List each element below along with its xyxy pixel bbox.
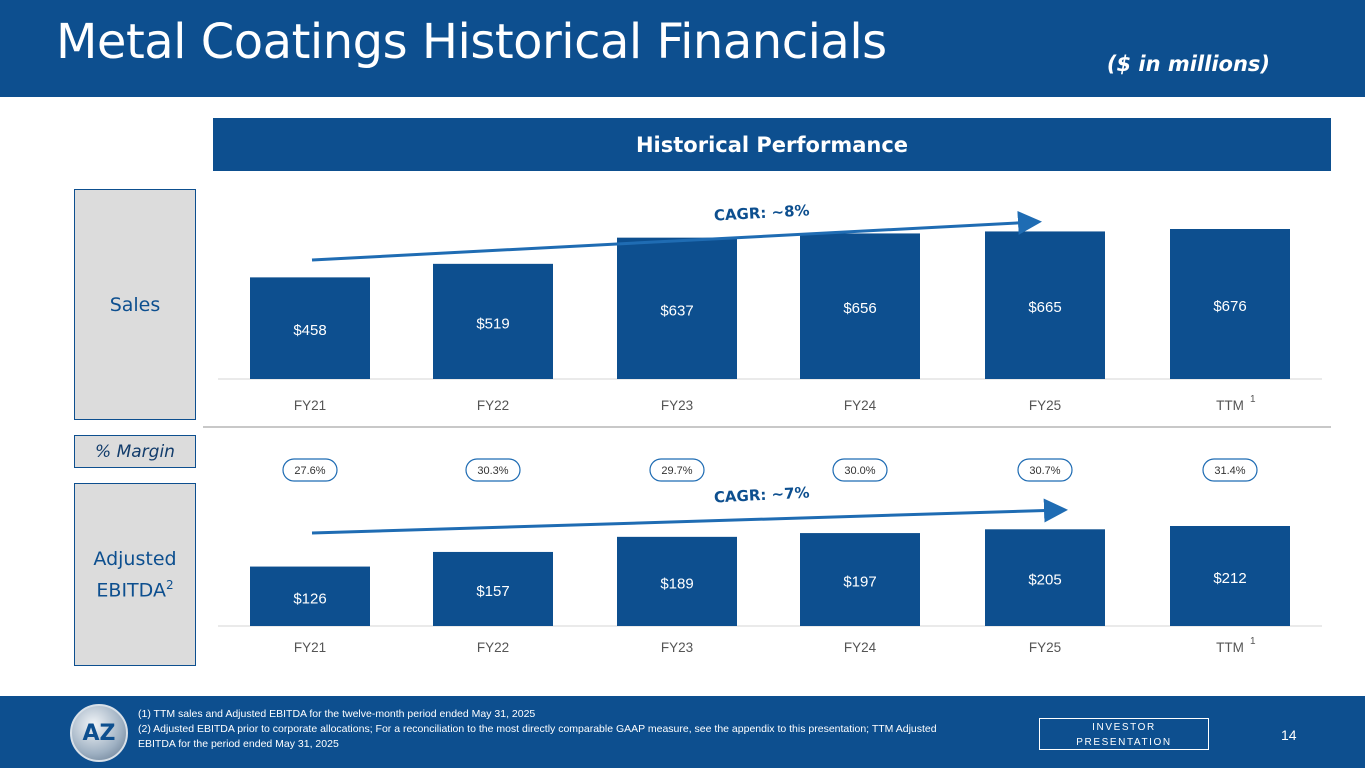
ebitda-bar-fy21 xyxy=(250,566,370,626)
ebitda-category-label-fy24: FY24 xyxy=(844,640,877,655)
ebitda-label-footnote: 2 xyxy=(165,577,174,592)
margin-pill-fy21 xyxy=(282,458,338,482)
ebitda-value-label-ttm: $212 xyxy=(1213,570,1246,587)
ebitda-value-label-fy23: $189 xyxy=(660,575,693,592)
badge-line-1: INVESTOR xyxy=(1092,722,1156,733)
ebitda-category-label-fy22: FY22 xyxy=(477,640,509,655)
sales-category-label-fy21: FY21 xyxy=(294,398,326,413)
ebitda-category-label-fy21: FY21 xyxy=(294,640,326,655)
margin-value-fy24: 30.0% xyxy=(844,465,875,477)
sales-category-label-fy22: FY22 xyxy=(477,398,509,413)
units-note: ($ in millions) xyxy=(1106,52,1270,76)
ebitda-bar-fy25 xyxy=(985,529,1105,626)
footnotes: (1) TTM sales and Adjusted EBITDA for th… xyxy=(138,707,958,752)
sales-category-label-fy24: FY24 xyxy=(844,398,877,413)
ebitda-bar-fy24 xyxy=(800,533,920,626)
sales-value-label-fy21: $458 xyxy=(293,322,326,339)
sales-trend-arrow xyxy=(311,210,1042,262)
ebitda-category-footnote-ttm: 1 xyxy=(1250,636,1256,647)
footer-bar xyxy=(0,696,1365,768)
margin-label-text: % Margin xyxy=(95,441,175,462)
ebitda-bar-ttm xyxy=(1170,526,1290,626)
ebitda-category-label-fy23: FY23 xyxy=(661,640,693,655)
margin-value-fy25: 30.7% xyxy=(1029,465,1060,477)
page-number: 14 xyxy=(1281,727,1297,743)
footnote-1: (1) TTM sales and Adjusted EBITDA for th… xyxy=(138,708,536,720)
margin-value-fy22: 30.3% xyxy=(477,465,508,477)
ebitda-category-label-fy25: FY25 xyxy=(1029,640,1061,655)
page-title: Metal Coatings Historical Financials xyxy=(56,14,887,70)
ebitda-cagr-label: CAGR: ~7% xyxy=(713,484,810,507)
ebitda-label-text: Adjusted EBITDA2 xyxy=(93,546,176,603)
ebitda-label-line2: EBITDA xyxy=(96,579,166,602)
sales-category-label-fy23: FY23 xyxy=(661,398,693,413)
company-logo: AZ xyxy=(70,704,128,762)
sales-label-text: Sales xyxy=(109,293,161,316)
ebitda-value-label-fy21: $126 xyxy=(293,590,326,607)
margin-pill-fy24 xyxy=(832,458,888,482)
sales-row-label: Sales xyxy=(74,189,196,420)
ebitda-category-label-ttm: TTM xyxy=(1216,640,1244,655)
sales-bar-fy25 xyxy=(985,231,1105,379)
sales-category-label-ttm: TTM xyxy=(1216,398,1244,413)
ebitda-value-label-fy22: $157 xyxy=(476,583,509,600)
section-title: Historical Performance xyxy=(635,132,909,157)
ebitda-label-line1: Adjusted xyxy=(93,547,177,570)
ebitda-trend-arrow xyxy=(311,498,1068,535)
margin-row-label: % Margin xyxy=(74,435,196,468)
margin-value-ttm: 31.4% xyxy=(1214,465,1245,477)
margin-pill-fy25 xyxy=(1017,458,1073,482)
header-bar xyxy=(0,0,1365,97)
sales-bar-fy24 xyxy=(800,233,920,379)
logo-text: AZ xyxy=(82,720,116,746)
section-banner: Historical Performance xyxy=(213,118,1331,171)
margin-value-fy21: 27.6% xyxy=(294,465,325,477)
sales-value-label-fy24: $656 xyxy=(843,300,876,317)
row-divider xyxy=(203,426,1331,428)
footnote-2: (2) Adjusted EBITDA prior to corporate a… xyxy=(138,723,937,750)
ebitda-value-label-fy24: $197 xyxy=(843,574,876,591)
sales-value-label-fy22: $519 xyxy=(476,315,509,332)
badge-line-2: PRESENTATION xyxy=(1076,737,1172,748)
margin-pill-fy22 xyxy=(465,458,521,482)
margin-pill-ttm xyxy=(1202,458,1258,482)
sales-bar-fy23 xyxy=(617,237,737,379)
investor-presentation-badge: INVESTOR PRESENTATION xyxy=(1039,718,1209,750)
ebitda-row-label: Adjusted EBITDA2 xyxy=(74,483,196,666)
sales-category-label-fy25: FY25 xyxy=(1029,398,1061,413)
sales-bar-fy21 xyxy=(250,277,370,379)
sales-value-label-ttm: $676 xyxy=(1213,298,1246,315)
sales-category-footnote-ttm: 1 xyxy=(1250,394,1256,405)
sales-bar-ttm xyxy=(1170,229,1290,379)
sales-bar-fy22 xyxy=(433,263,553,379)
margin-pill-fy23 xyxy=(649,458,705,482)
ebitda-value-label-fy25: $205 xyxy=(1028,572,1061,589)
sales-value-label-fy23: $637 xyxy=(660,302,693,319)
ebitda-bar-fy23 xyxy=(617,536,737,626)
ebitda-bar-fy22 xyxy=(433,551,553,626)
sales-value-label-fy25: $665 xyxy=(1028,299,1061,316)
sales-cagr-label: CAGR: ~8% xyxy=(713,201,810,224)
margin-value-fy23: 29.7% xyxy=(661,465,692,477)
